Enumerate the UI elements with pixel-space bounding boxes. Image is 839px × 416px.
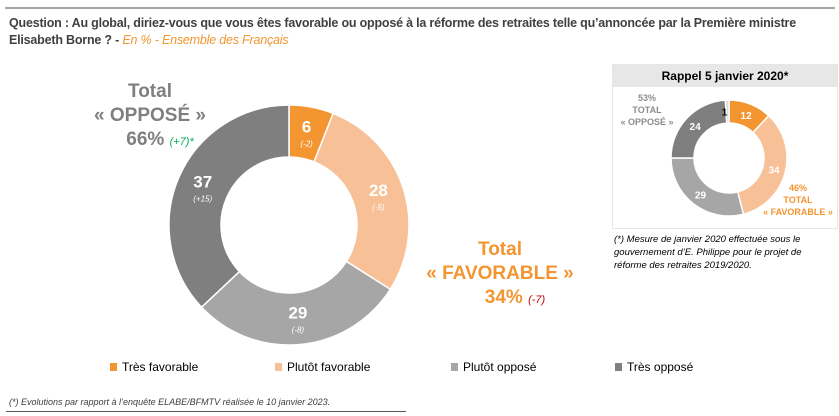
data-label: 24 [690,122,702,133]
rappel-total-favorable: 46% TOTAL « FAVORABLE » [758,182,838,218]
donut-slice [168,104,290,309]
legend-label: Plutôt favorable [287,360,371,374]
rappel-total-opposed: 53% TOTAL « OPPOSÉ » [612,92,682,128]
data-label: 6 [302,118,311,137]
rappel-note: (*) Mesure de janvier 2020 effectuée sou… [614,234,802,271]
total-opposed-value: 66% [126,129,165,150]
data-label: 29 [288,304,307,323]
legend-item-tres-favorable: Très favorable [110,360,198,374]
legend-label: Très favorable [122,360,199,374]
rappel-title: Rappel 5 janvier 2020* [613,65,837,87]
legend-swatch [275,363,282,371]
donut-slice [200,260,392,346]
legend-swatch [451,363,458,371]
legend-item-tres-oppose: Très opposé [615,360,693,374]
legend-item-plutot-oppose: Plutôt opposé [451,360,536,374]
total-opposed-evolution: (+7)* [169,136,194,148]
main-donut: 6 (-2) 28 (-5) 29 (-8) 37 (+15) [168,104,410,346]
data-label: 29 [695,191,707,202]
evolution-label: (-8) [292,326,305,335]
footnote: (*) Evolutions par rapport à l’enquête E… [9,397,331,407]
total-opposed: Total « OPPOSÉ » 66% (+7)* [70,80,230,154]
legend-label: Plutôt opposé [463,360,537,374]
evolution-label: (-5) [372,203,385,212]
total-favorable-evolution: (-7) [528,294,546,306]
rappel-favorable-label: TOTAL [783,195,813,205]
legend-swatch [615,363,622,371]
total-opposed-label: Total [128,81,172,102]
rappel-box: Rappel 5 janvier 2020* [612,64,838,229]
rappel-favorable-label2: « FAVORABLE » [763,207,833,217]
data-label: 37 [193,173,212,192]
legend-swatch [110,363,117,371]
evolution-label: (-2) [300,140,313,149]
data-label: 1 [722,108,728,119]
rappel-favorable-value: 46% [788,183,807,193]
total-favorable-value: 34% [484,287,523,308]
rappel-opposed-label: TOTAL [632,105,662,115]
total-favorable: Total « FAVORABLE » 34% (-7) [420,238,580,312]
total-favorable-label: Total [478,239,522,260]
footer-divider [6,411,406,412]
question: Question : Au global, diriez-vous que vo… [9,16,796,47]
data-label: 34 [768,166,780,177]
subtitle: En % - Ensemble des Français [122,33,289,47]
total-favorable-label2: « FAVORABLE » [426,263,574,284]
top-divider [5,7,835,9]
data-label: 12 [741,111,753,122]
evolution-label: (+15) [193,195,212,204]
legend-item-plutot-favorable: Plutôt favorable [275,360,370,374]
rappel-opposed-value: 53% [637,93,656,103]
rappel-donut: 12 34 29 24 1 [670,99,788,217]
rappel-opposed-label2: « OPPOSÉ » [620,117,674,127]
question-text: Question : Au global, diriez-vous que vo… [9,15,809,49]
donut-slice [724,99,730,124]
legend-label: Très opposé [627,360,694,374]
total-opposed-label2: « OPPOSÉ » [94,105,206,126]
data-label: 28 [369,181,388,200]
donut-slice [313,112,410,291]
